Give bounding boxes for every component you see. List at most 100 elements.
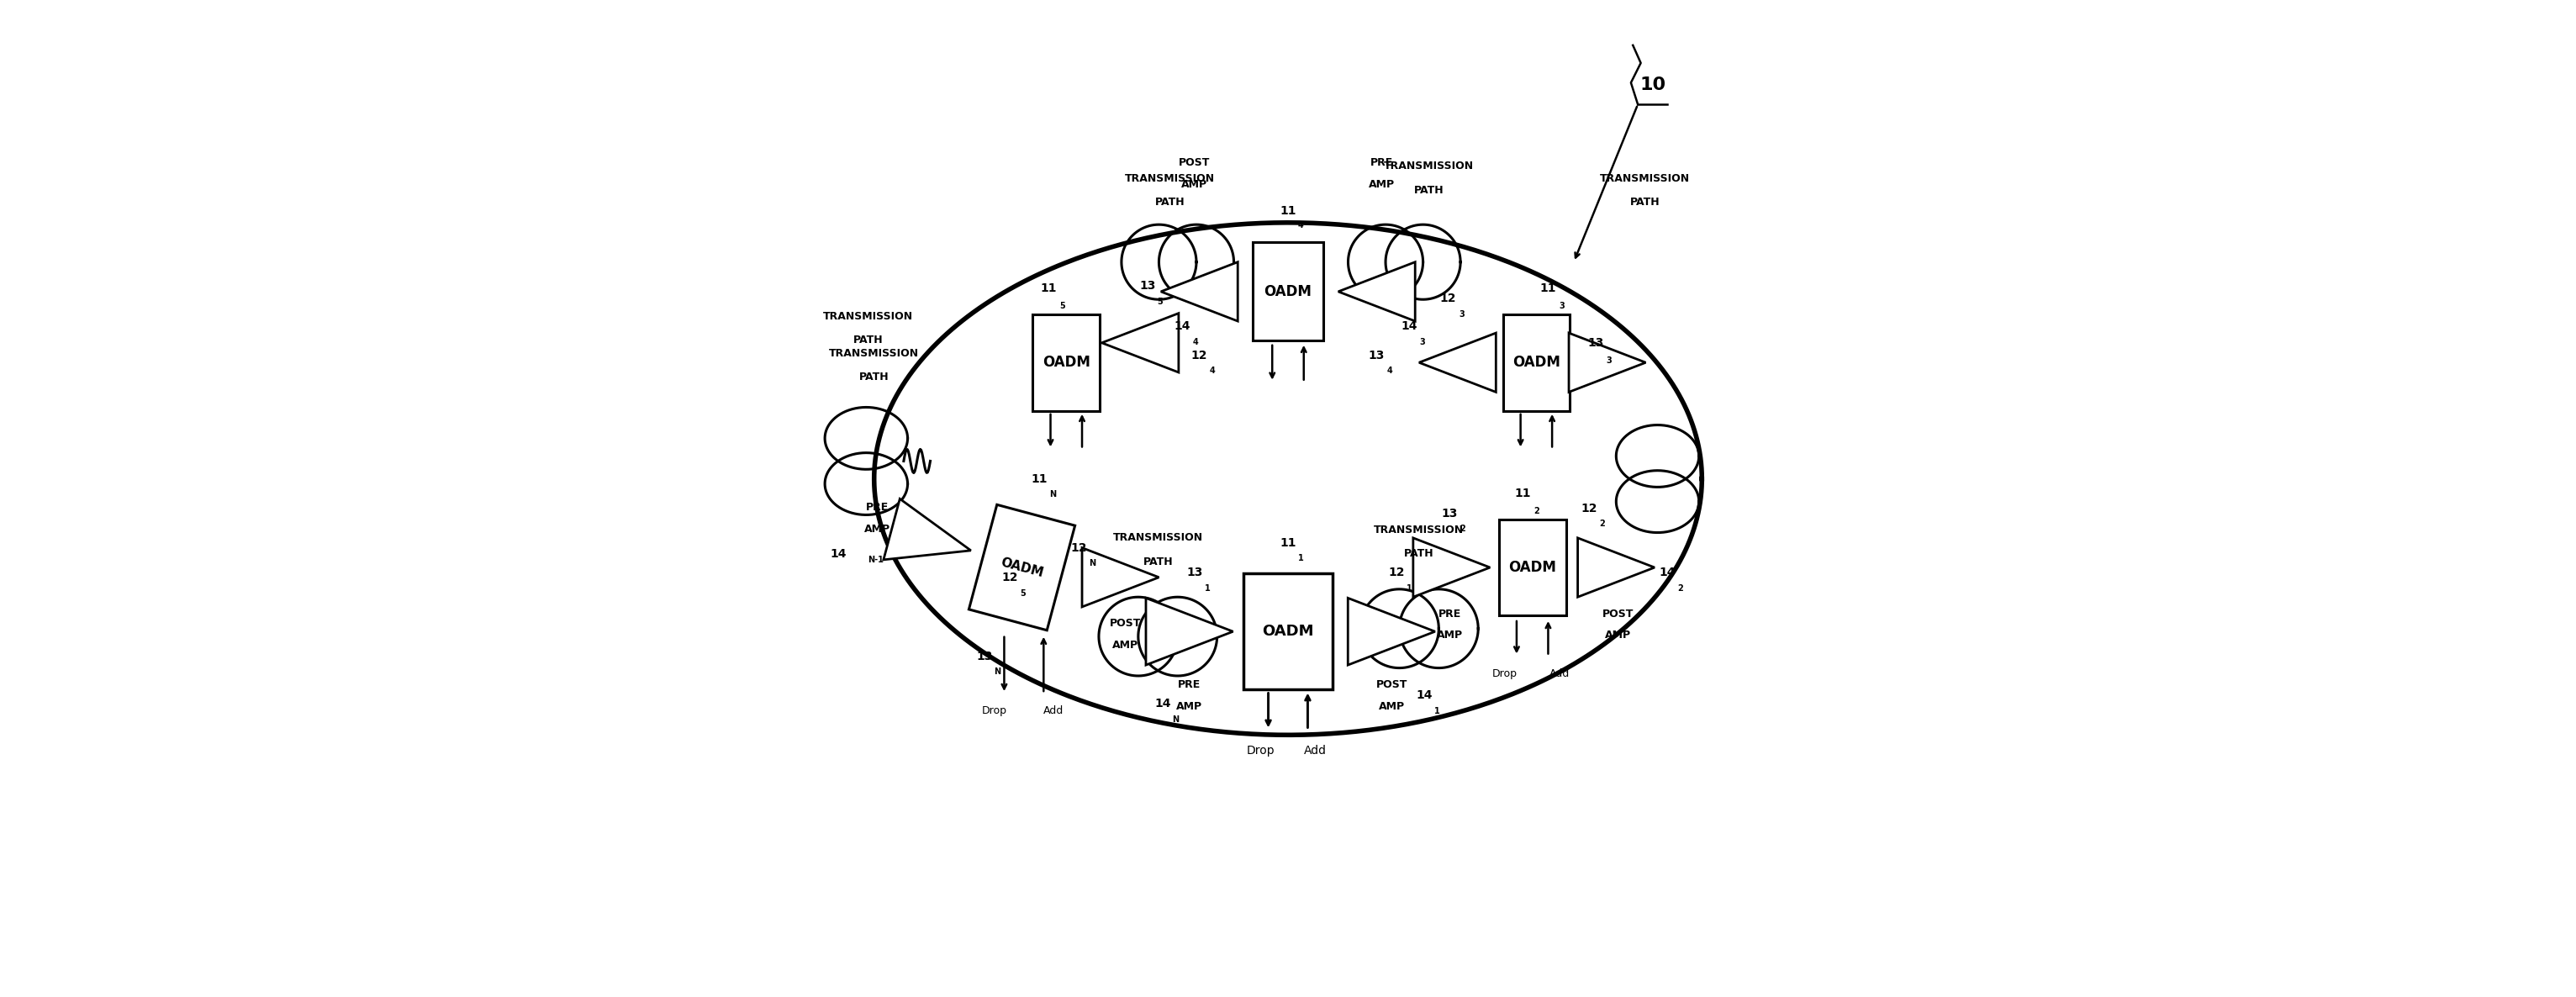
Text: Add: Add (1303, 745, 1327, 757)
Text: 13: 13 (1587, 337, 1605, 349)
Text: OADM: OADM (1265, 284, 1311, 299)
Text: 11: 11 (1280, 537, 1296, 548)
Text: 13: 13 (1443, 507, 1458, 519)
Text: OADM: OADM (999, 555, 1046, 579)
Text: PATH: PATH (1631, 196, 1659, 207)
Text: 2: 2 (1533, 507, 1540, 515)
Text: TRANSMISSION: TRANSMISSION (1600, 172, 1690, 183)
Bar (1252, 242, 1324, 341)
Text: 11: 11 (1515, 488, 1530, 499)
Text: 12: 12 (1440, 292, 1455, 304)
Polygon shape (1146, 598, 1234, 665)
Text: 12: 12 (1190, 350, 1208, 362)
Text: OADM: OADM (1512, 355, 1561, 370)
Polygon shape (1162, 262, 1236, 321)
Polygon shape (1569, 333, 1646, 392)
Bar (1244, 573, 1332, 690)
Text: PATH: PATH (1404, 548, 1435, 559)
Text: 5: 5 (1157, 297, 1162, 306)
Polygon shape (1340, 262, 1414, 321)
Text: PRE: PRE (1177, 679, 1200, 690)
Text: AMP: AMP (1177, 701, 1203, 712)
Text: PRE: PRE (1370, 158, 1394, 167)
Text: N-1: N-1 (868, 555, 884, 564)
Text: 1: 1 (1406, 584, 1412, 592)
Text: TRANSMISSION: TRANSMISSION (829, 348, 920, 359)
Text: 1: 1 (1206, 584, 1211, 592)
Text: N: N (1090, 559, 1095, 567)
Text: 13: 13 (1185, 566, 1203, 578)
Text: OADM: OADM (1510, 560, 1556, 575)
Text: 13: 13 (1368, 350, 1386, 362)
Text: 12: 12 (1582, 502, 1597, 514)
Text: 11: 11 (1280, 205, 1296, 216)
Text: 3: 3 (1419, 338, 1425, 346)
Polygon shape (1414, 538, 1489, 597)
Text: PATH: PATH (1414, 184, 1445, 195)
Text: PATH: PATH (853, 334, 884, 345)
Text: 12: 12 (1072, 542, 1087, 553)
Text: OADM: OADM (1043, 355, 1090, 370)
Text: POST: POST (1110, 618, 1141, 629)
Text: 12: 12 (1388, 566, 1404, 578)
Bar (1033, 314, 1100, 411)
Text: 14: 14 (1401, 320, 1417, 332)
Text: 3: 3 (1558, 302, 1564, 310)
Bar (969, 504, 1074, 630)
Text: 11: 11 (1041, 283, 1056, 294)
Text: N: N (1048, 491, 1056, 498)
Text: Drop: Drop (1247, 745, 1275, 757)
Bar (1499, 519, 1566, 616)
Text: TRANSMISSION: TRANSMISSION (1126, 172, 1216, 183)
Text: POST: POST (1376, 679, 1406, 690)
Text: 5: 5 (1059, 302, 1064, 310)
Text: PRE: PRE (1437, 608, 1461, 619)
Text: 4: 4 (1298, 221, 1303, 229)
Text: AMP: AMP (1437, 630, 1463, 641)
Text: 2: 2 (1677, 584, 1682, 592)
Text: 14: 14 (829, 547, 848, 559)
Text: 3: 3 (1458, 310, 1463, 318)
Text: N: N (994, 668, 999, 676)
Text: 13: 13 (976, 650, 992, 662)
Text: 11: 11 (1030, 473, 1048, 485)
Text: TRANSMISSION: TRANSMISSION (1383, 161, 1473, 171)
Text: PATH: PATH (1154, 196, 1185, 207)
Text: 10: 10 (1638, 76, 1667, 93)
Text: TRANSMISSION: TRANSMISSION (1113, 532, 1203, 543)
Text: AMP: AMP (1605, 630, 1631, 641)
Bar (1502, 314, 1569, 411)
Text: AMP: AMP (1368, 178, 1394, 189)
Text: AMP: AMP (863, 523, 891, 534)
Text: 2: 2 (1461, 524, 1466, 533)
Text: 2: 2 (1600, 519, 1605, 528)
Text: PRE: PRE (866, 501, 889, 512)
Text: 4: 4 (1193, 338, 1198, 346)
Text: 1: 1 (1298, 554, 1303, 563)
Text: 1: 1 (1435, 707, 1440, 716)
Text: PATH: PATH (860, 372, 889, 383)
Polygon shape (1103, 313, 1180, 372)
Polygon shape (1347, 598, 1435, 665)
Text: AMP: AMP (1182, 178, 1208, 189)
Text: Add: Add (1551, 668, 1571, 679)
Text: 4: 4 (1208, 366, 1216, 375)
Text: POST: POST (1180, 158, 1211, 167)
Text: 14: 14 (1175, 320, 1190, 332)
Text: Add: Add (1043, 706, 1064, 717)
Text: TRANSMISSION: TRANSMISSION (824, 311, 914, 322)
Text: Drop: Drop (981, 706, 1007, 717)
Text: AMP: AMP (1378, 701, 1404, 712)
Text: N: N (1172, 715, 1180, 724)
Text: 5: 5 (1020, 589, 1025, 597)
Text: POST: POST (1602, 608, 1633, 619)
Text: PATH: PATH (1144, 556, 1172, 567)
Text: AMP: AMP (1113, 640, 1139, 651)
Text: 4: 4 (1386, 366, 1394, 375)
Text: 3: 3 (1607, 356, 1613, 365)
Polygon shape (884, 498, 971, 559)
Text: TRANSMISSION: TRANSMISSION (1373, 524, 1463, 535)
Text: Drop: Drop (1492, 668, 1517, 679)
Text: 14: 14 (1417, 690, 1432, 702)
Text: 14: 14 (1659, 566, 1674, 578)
